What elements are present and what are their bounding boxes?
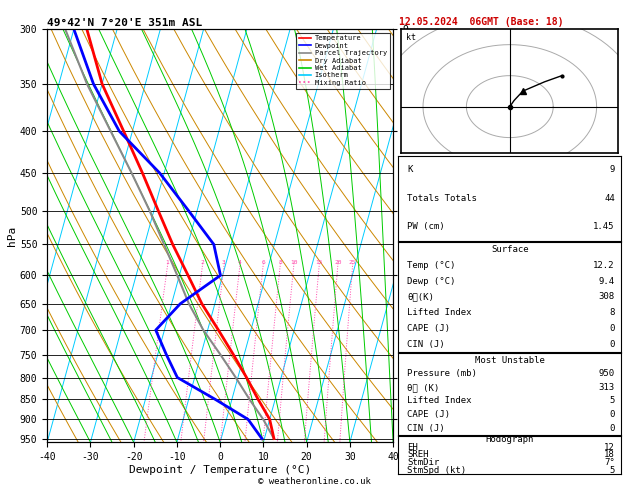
Text: 6: 6 <box>261 260 265 264</box>
Text: K: K <box>407 165 413 174</box>
Text: 0: 0 <box>610 324 615 333</box>
Text: 49°42'N 7°20'E 351m ASL: 49°42'N 7°20'E 351m ASL <box>47 18 203 28</box>
Text: kt: kt <box>406 33 416 42</box>
Text: 5: 5 <box>610 466 615 474</box>
Text: Hodograph: Hodograph <box>486 435 534 444</box>
Text: θᴇ (K): θᴇ (K) <box>407 383 439 392</box>
Text: 5: 5 <box>610 397 615 405</box>
Text: Dewp (°C): Dewp (°C) <box>407 277 455 286</box>
Legend: Temperature, Dewpoint, Parcel Trajectory, Dry Adiabat, Wet Adiabat, Isotherm, Mi: Temperature, Dewpoint, Parcel Trajectory… <box>296 33 389 88</box>
Text: 8: 8 <box>610 308 615 317</box>
Text: CAPE (J): CAPE (J) <box>407 324 450 333</box>
Text: 4: 4 <box>238 260 242 264</box>
Text: 44: 44 <box>604 193 615 203</box>
Text: 25: 25 <box>348 260 356 264</box>
Text: 12.05.2024  06GMT (Base: 18): 12.05.2024 06GMT (Base: 18) <box>399 17 564 27</box>
Text: Totals Totals: Totals Totals <box>407 193 477 203</box>
Text: 9.4: 9.4 <box>599 277 615 286</box>
Text: 308: 308 <box>599 293 615 301</box>
Text: 18: 18 <box>604 451 615 459</box>
X-axis label: Dewpoint / Temperature (°C): Dewpoint / Temperature (°C) <box>129 465 311 475</box>
Text: SREH: SREH <box>407 451 428 459</box>
Text: CAPE (J): CAPE (J) <box>407 410 450 419</box>
Text: 0: 0 <box>610 424 615 433</box>
Text: 7°: 7° <box>604 458 615 467</box>
Text: 3: 3 <box>222 260 226 264</box>
Text: StmSpd (kt): StmSpd (kt) <box>407 466 466 474</box>
Text: Lifted Index: Lifted Index <box>407 308 472 317</box>
Text: 15: 15 <box>315 260 323 264</box>
Text: 1: 1 <box>165 260 169 264</box>
Text: Lifted Index: Lifted Index <box>407 397 472 405</box>
Text: 12: 12 <box>604 443 615 452</box>
Text: 2: 2 <box>201 260 204 264</box>
Text: Most Unstable: Most Unstable <box>475 356 545 364</box>
Text: 0: 0 <box>610 410 615 419</box>
Text: 10: 10 <box>290 260 298 264</box>
Y-axis label: hPa: hPa <box>7 226 17 246</box>
Text: 0: 0 <box>610 340 615 349</box>
Y-axis label: km
ASL: km ASL <box>411 227 432 244</box>
Text: Temp (°C): Temp (°C) <box>407 261 455 270</box>
Text: 950: 950 <box>599 369 615 378</box>
Text: StmDir: StmDir <box>407 458 439 467</box>
Text: 8: 8 <box>278 260 282 264</box>
Text: CIN (J): CIN (J) <box>407 424 445 433</box>
Text: 12.2: 12.2 <box>593 261 615 270</box>
Text: CIN (J): CIN (J) <box>407 340 445 349</box>
Text: 313: 313 <box>599 383 615 392</box>
Text: © weatheronline.co.uk: © weatheronline.co.uk <box>258 477 371 486</box>
Text: Surface: Surface <box>491 245 528 254</box>
Text: 20: 20 <box>334 260 342 264</box>
Text: PW (cm): PW (cm) <box>407 222 445 231</box>
Text: 9: 9 <box>610 165 615 174</box>
Text: EH: EH <box>407 443 418 452</box>
Text: θᴇ(K): θᴇ(K) <box>407 293 434 301</box>
Text: LCL: LCL <box>400 434 415 443</box>
Text: Pressure (mb): Pressure (mb) <box>407 369 477 378</box>
Text: 1.45: 1.45 <box>593 222 615 231</box>
